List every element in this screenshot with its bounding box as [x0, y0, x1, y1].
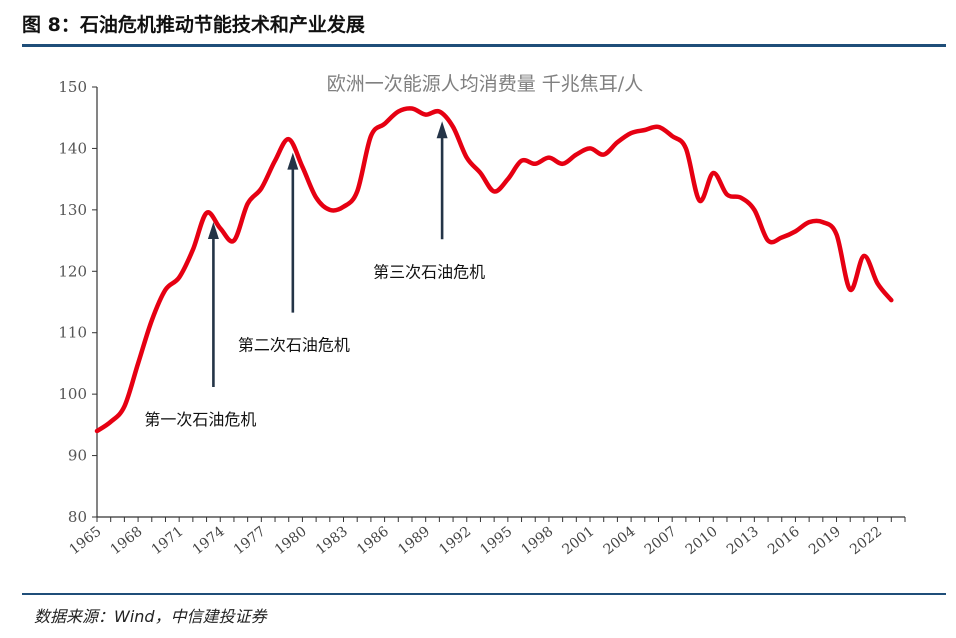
y-tick-label: 140: [58, 139, 87, 157]
chart-series: [94, 106, 894, 434]
y-tick-label: 120: [58, 262, 87, 280]
y-tick-label: 90: [68, 447, 87, 465]
bottom-rule: [22, 593, 946, 595]
x-tick-label: 1977: [231, 524, 269, 559]
x-tick-label: 2010: [683, 524, 721, 559]
x-tick-label: 1974: [190, 523, 228, 558]
x-tick-label: 1971: [149, 524, 187, 559]
y-tick-label: 110: [58, 324, 87, 342]
x-tick-label: 2007: [642, 524, 680, 559]
x-tick-label: 2022: [847, 524, 885, 559]
x-tick-label: 1968: [108, 524, 146, 559]
x-tick-label: 1983: [313, 524, 351, 559]
y-tick-label: 80: [68, 508, 87, 526]
top-rule: [22, 44, 946, 47]
y-tick-label: 130: [58, 201, 87, 219]
annotation-arrow-head: [207, 222, 219, 239]
x-tick-label: 2013: [724, 524, 762, 559]
annotation-arrow-head: [287, 152, 299, 170]
series-line: [94, 106, 894, 434]
x-tick-label: 1998: [518, 524, 556, 559]
y-tick-label: 100: [58, 385, 87, 403]
chart-axes: [96, 87, 905, 518]
source-note: 数据来源：Wind，中信建投证券: [34, 607, 267, 626]
x-tick-label: 1992: [436, 524, 474, 559]
figure-title: 图 8：石油危机推动节能技术和产业发展: [22, 14, 365, 36]
x-tick-label: 1980: [272, 524, 310, 559]
line-chart: 欧洲一次能源人均消费量 千兆焦耳/人 80 90 100 110 120 130 140 15…: [58, 73, 906, 559]
x-tick-label: 2004: [601, 523, 639, 558]
annotation-label: 第一次石油危机: [144, 410, 256, 429]
annotation-arrow-head: [436, 121, 448, 139]
x-tick-label: 1989: [395, 524, 433, 559]
x-tick-label: 2016: [765, 523, 803, 558]
y-tick-label: 150: [58, 78, 87, 96]
annotation-label: 第三次石油危机: [373, 262, 485, 281]
annotation-label: 第二次石油危机: [238, 336, 350, 355]
x-tick-label: 1986: [354, 523, 392, 558]
chart-annotations: 第一次石油危机 第二次石油危机 第三次石油危机: [144, 121, 485, 429]
x-tick-label: 2001: [560, 524, 598, 559]
x-tick-label: 1995: [477, 524, 515, 559]
x-tick-label: 1965: [67, 524, 105, 559]
x-tick-label: 2019: [806, 524, 844, 559]
chart-title: 欧洲一次能源人均消费量 千兆焦耳/人: [327, 73, 643, 95]
